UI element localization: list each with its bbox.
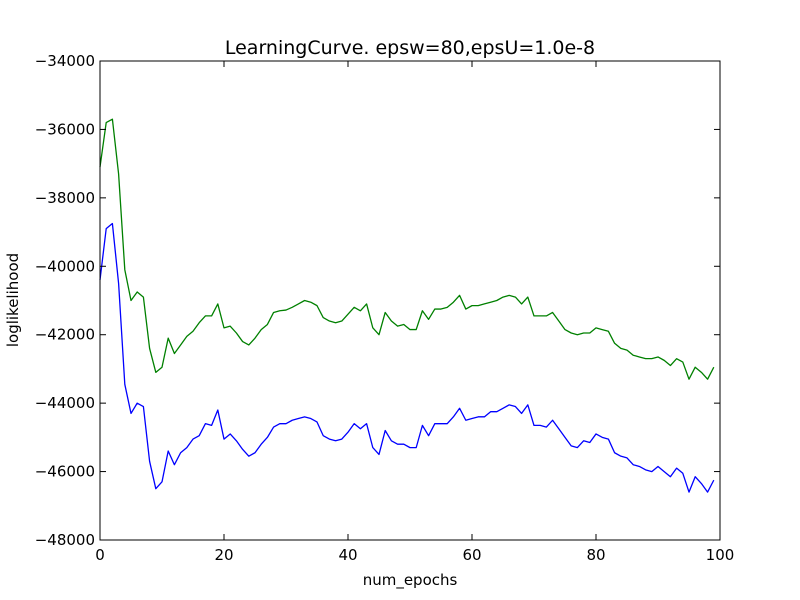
plot-lines <box>99 118 715 493</box>
series-line-1 <box>99 222 715 493</box>
x-tick-label: 80 <box>586 546 605 564</box>
y-tick-label: −46000 <box>35 463 95 481</box>
x-tick-label: 20 <box>214 546 233 564</box>
y-axis-label: loglikelihood <box>4 253 22 347</box>
x-tick-label: 40 <box>338 546 357 564</box>
x-tick-label: 100 <box>706 546 735 564</box>
y-tick-label: −40000 <box>35 257 95 275</box>
x-axis-label: num_epochs <box>363 571 458 590</box>
y-tick-label: −42000 <box>35 326 95 344</box>
y-tick-label: −36000 <box>35 120 95 138</box>
chart-title: LearningCurve. epsw=80,epsU=1.0e-8 <box>225 37 595 59</box>
axis-tick-labels: 0 20 40 60 80 100 −48000 −46000 −44000 −42000 −400… <box>35 52 735 564</box>
series-line-2 <box>99 118 715 380</box>
y-tick-label: −44000 <box>35 394 95 412</box>
axis-ticks <box>99 60 721 541</box>
x-tick-label: 60 <box>462 546 481 564</box>
y-tick-label: −34000 <box>35 52 95 70</box>
y-tick-label: −48000 <box>35 531 95 549</box>
y-tick-label: −38000 <box>35 189 95 207</box>
plot-frame <box>99 60 721 541</box>
x-tick-label: 0 <box>95 546 105 564</box>
